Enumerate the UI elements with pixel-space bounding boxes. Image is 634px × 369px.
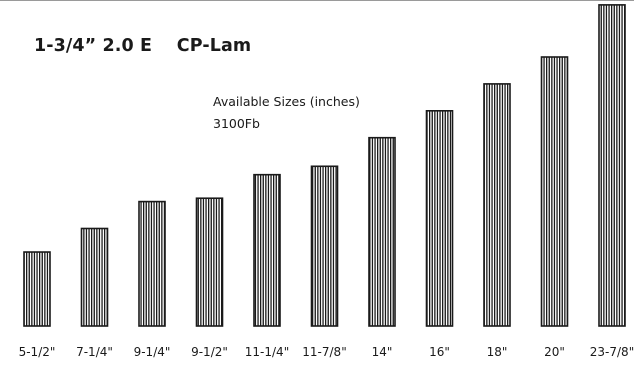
x-tick-label: 14" bbox=[372, 345, 393, 359]
bar bbox=[23, 251, 51, 327]
x-tick-label: 20" bbox=[544, 345, 565, 359]
x-tick-label: 11-7/8" bbox=[302, 345, 346, 359]
bar bbox=[425, 110, 454, 327]
x-tick-label: 23-7/8" bbox=[590, 345, 634, 359]
top-divider bbox=[0, 0, 634, 1]
chart-annotation: 3100Fb bbox=[213, 116, 260, 131]
x-tick-label: 18" bbox=[487, 345, 508, 359]
bar bbox=[80, 227, 109, 327]
bar bbox=[138, 200, 166, 327]
bar bbox=[253, 173, 281, 327]
bar bbox=[540, 56, 569, 327]
chart-title: 1-3/4” 2.0 E CP-Lam bbox=[34, 36, 252, 56]
chart-subtitle: Available Sizes (inches) bbox=[213, 94, 360, 109]
x-tick-label: 7-1/4" bbox=[76, 345, 113, 359]
x-tick-label: 16" bbox=[429, 345, 450, 359]
x-tick-label: 9-1/2" bbox=[191, 345, 228, 359]
x-tick-label: 9-1/4" bbox=[134, 345, 171, 359]
x-tick-label: 5-1/2" bbox=[19, 345, 56, 359]
tick-labels-group: 5-1/2" 7-1/4" 9-1/4" 9-1/2" 11-1/4" 11-7/8" 14… bbox=[19, 345, 634, 359]
bar bbox=[195, 197, 224, 327]
bar bbox=[483, 83, 511, 327]
bar bbox=[598, 4, 626, 327]
x-tick-label: 11-1/4" bbox=[245, 345, 289, 359]
bars-group bbox=[23, 4, 626, 327]
bar bbox=[368, 136, 396, 327]
bar bbox=[310, 165, 339, 327]
